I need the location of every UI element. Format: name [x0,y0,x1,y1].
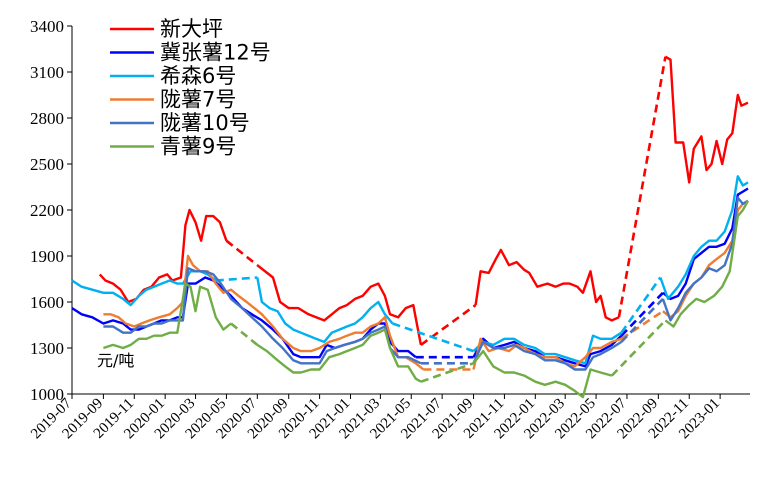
legend-item: 冀张薯12号 [110,41,271,65]
series-line-dashed [420,304,477,346]
legend-label: 青薯9号 [160,135,236,159]
legend-item: 新大坪 [110,17,223,41]
series-line-dashed [230,322,259,346]
series-line [103,282,232,350]
series-line [662,199,749,319]
series-line [662,187,749,301]
legend-label: 希森6号 [160,64,236,88]
series-line [664,200,750,328]
series-line [256,328,422,383]
series-2 [71,187,749,368]
series-line-dashed [225,239,259,267]
legend-label: 新大坪 [160,17,223,41]
y-tick-label: 3100 [30,63,64,82]
legend-label: 陇薯10号 [160,111,250,135]
series-line [256,264,423,346]
series-line-dashed [215,276,258,282]
series-line-dashed [620,297,664,343]
legend-item: 陇薯7号 [110,88,236,112]
series-4 [103,199,749,371]
y-tick-label: 2200 [30,201,64,220]
y-tick-label: 3400 [30,17,64,36]
series-5 [103,196,749,371]
series-line [472,340,623,371]
series-line [98,208,228,304]
series-line [472,331,623,365]
y-tick-label: 2800 [30,109,64,128]
series-line [659,175,749,301]
series-6 [103,200,750,399]
series-line [474,248,620,322]
y-tick-label: 1900 [30,247,64,266]
legend-item: 陇薯10号 [110,111,250,135]
series-line-dashed [620,276,662,334]
series-line [256,277,394,344]
series-line [664,55,749,184]
series-line-dashed [392,322,474,353]
series-line [661,196,749,322]
y-tick-label: 1600 [30,293,64,312]
y-tick-label: 2500 [30,155,64,174]
series-line [472,349,613,399]
series-lines [71,55,750,399]
legend-label: 冀张薯12号 [160,41,271,65]
series-line [103,254,425,371]
series-line-dashed [620,291,664,337]
legend-item: 希森6号 [110,64,236,88]
y-tick-label: 1000 [30,385,64,404]
series-line [103,267,422,365]
series-3 [71,175,749,365]
unit-label: 元/吨 [97,351,134,370]
series-1 [98,55,749,346]
series-line-dashed [620,310,664,340]
series-line [71,270,217,307]
series-line [71,276,417,359]
series-line [472,334,623,368]
series-line-dashed [420,362,474,383]
legend-item: 青薯9号 [110,135,236,159]
chart-axes: 1000130016001900220025002800310034002019… [28,17,750,442]
y-tick-label: 1300 [30,339,64,358]
legend-label: 陇薯7号 [160,88,236,112]
series-line-dashed [617,56,667,318]
